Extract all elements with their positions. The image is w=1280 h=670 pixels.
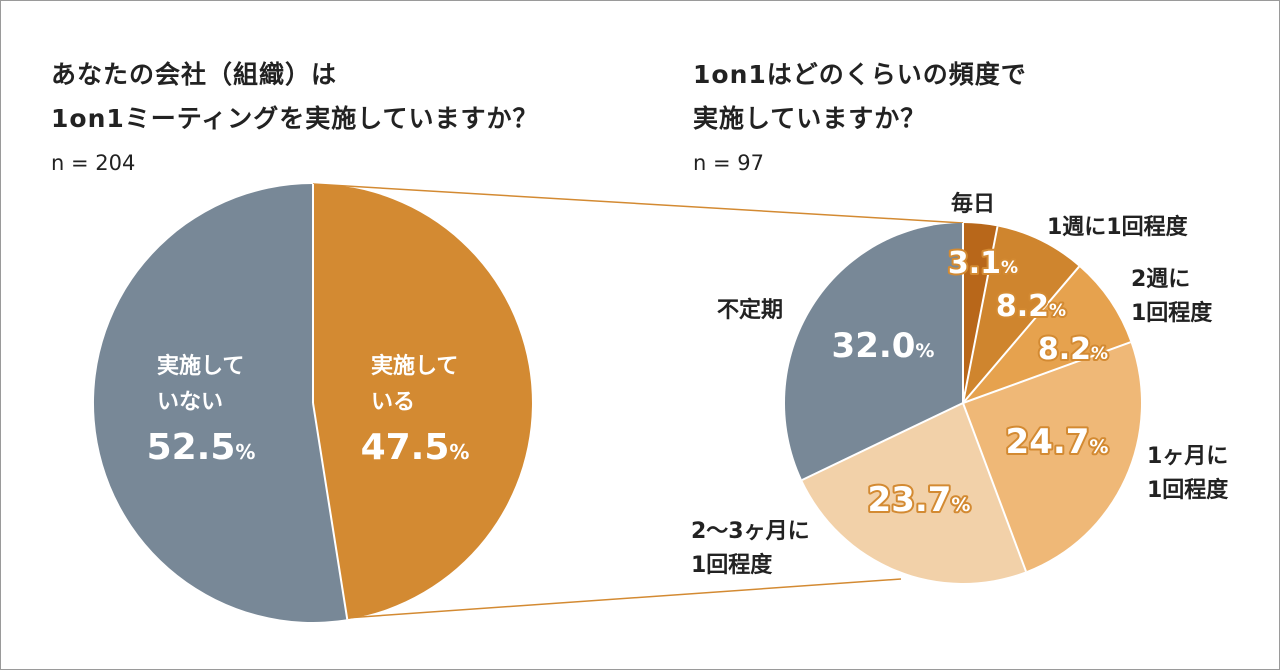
left-value-not-doing-percent-sign: %	[235, 440, 255, 464]
right-label-2-line1: 2週に	[1131, 267, 1190, 292]
right-value-0: 3.1%	[948, 246, 1018, 281]
right-label-3-line1: 1ヶ月に	[1147, 444, 1228, 469]
left-chart-title-line1: あなたの会社（組織）は	[51, 60, 338, 89]
right-sample-size: n = 97	[693, 151, 764, 175]
right-chart-title-line2: 実施していますか？	[693, 104, 927, 133]
connector-line-top	[312, 183, 964, 224]
left-chart-title-line2: 1on1ミーティングを実施していますか？	[51, 104, 539, 133]
right-value-3: 24.7%	[1006, 422, 1109, 462]
right-value-4-percent-sign: %	[951, 494, 970, 516]
left-chart-title: あなたの会社（組織）は 1on1ミーティングを実施していますか？	[51, 53, 539, 141]
right-pie-separator-4	[962, 402, 1027, 572]
left-pie-separator-bottom	[312, 402, 349, 620]
right-label-0-line1: 毎日	[951, 192, 995, 217]
right-pie-slice-5	[784, 223, 963, 480]
right-pie-separator-3	[962, 341, 1131, 404]
right-label-5-line1: 不定期	[717, 297, 783, 323]
right-label-4-line2: 1回程度	[691, 552, 773, 578]
right-label-3-line2: 1回程度	[1147, 477, 1229, 503]
right-pie-slice-2	[963, 266, 1131, 403]
left-value-not-doing: 52.5%	[147, 427, 256, 468]
right-label-4-line1: 2〜3ヶ月に	[691, 519, 810, 544]
right-pie-slice-1	[963, 226, 1080, 403]
left-pie-slice-1	[93, 184, 348, 622]
right-chart-title: 1on1はどのくらいの頻度で 実施していますか？	[693, 53, 1027, 141]
connector-line-bottom	[345, 578, 902, 619]
right-value-3-number: 24.7	[1006, 422, 1090, 462]
right-value-3-percent-sign: %	[1089, 436, 1108, 458]
left-value-doing-percent-sign: %	[449, 440, 469, 464]
right-pie-separator-5	[801, 402, 964, 481]
right-value-0-percent-sign: %	[1001, 258, 1018, 278]
left-pie-slice-0	[313, 184, 532, 620]
right-value-1: 8.2%	[996, 289, 1066, 324]
left-sample-size: n = 204	[51, 151, 136, 175]
left-label-not-doing-line2: いない	[157, 390, 223, 415]
right-pie-slice-4	[802, 403, 1026, 584]
left-value-not-doing-number: 52.5	[147, 427, 236, 468]
right-value-1-number: 8.2	[996, 289, 1049, 324]
right-value-5-percent-sign: %	[915, 340, 934, 362]
right-pie-separator-2	[962, 265, 1080, 404]
right-pie-separator-1	[962, 226, 999, 404]
left-label-doing-line2: いる	[371, 390, 415, 415]
right-value-1-percent-sign: %	[1049, 301, 1066, 321]
right-value-2-percent-sign: %	[1091, 344, 1108, 364]
right-value-2-number: 8.2	[1038, 332, 1091, 367]
left-label-not-doing-line1: 実施して	[157, 353, 244, 379]
right-label-2-line2: 1回程度	[1131, 300, 1213, 326]
right-value-5: 32.0%	[832, 326, 935, 366]
right-value-5-number: 32.0	[832, 326, 916, 366]
left-value-doing: 47.5%	[361, 427, 470, 468]
right-chart-title-line1: 1on1はどのくらいの頻度で	[693, 60, 1027, 89]
right-label-1-line1: 1週に1回程度	[1047, 214, 1189, 240]
left-value-doing-number: 47.5	[361, 427, 450, 468]
right-pie-slice-3	[963, 342, 1142, 572]
right-value-4-number: 23.7	[868, 480, 952, 520]
right-value-0-number: 3.1	[948, 246, 1001, 281]
right-value-2: 8.2%	[1038, 332, 1108, 367]
right-value-4: 23.7%	[868, 480, 971, 520]
left-label-doing-line1: 実施して	[371, 353, 458, 379]
